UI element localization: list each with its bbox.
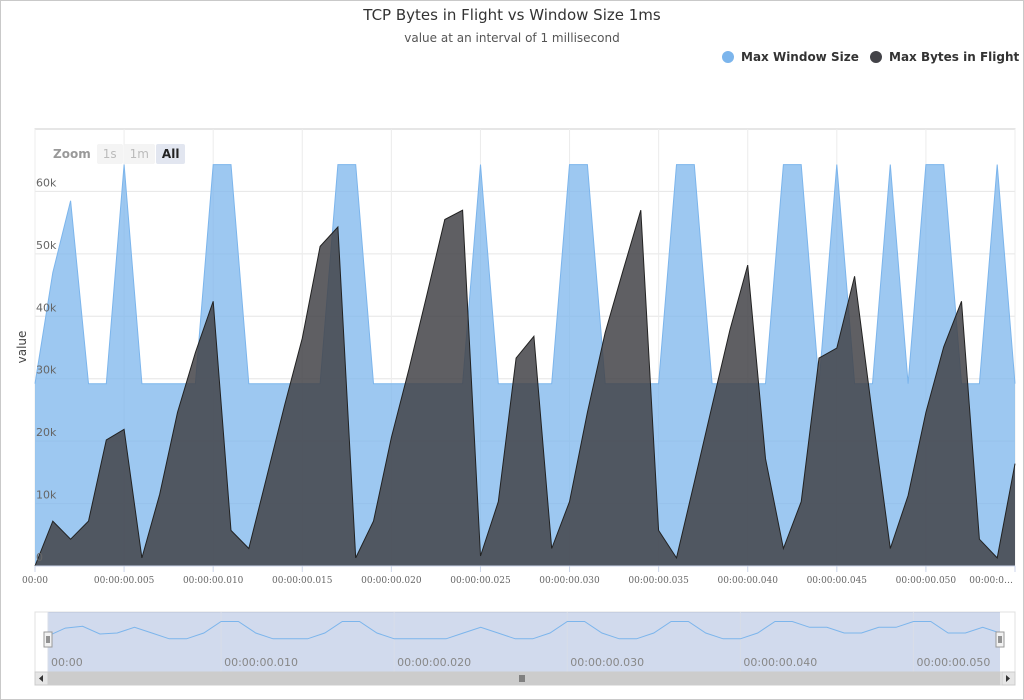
zoom-label: Zoom bbox=[53, 147, 91, 161]
navigator-tick-label: 00:00:00.040 bbox=[743, 656, 817, 669]
x-tick-label: 00:00:00.035 bbox=[628, 576, 689, 586]
navigator-tick-label: 00:00:00.010 bbox=[224, 656, 298, 669]
zoom-1s-button[interactable]: 1s bbox=[96, 144, 123, 164]
x-tick-label: 00:00:00.040 bbox=[717, 576, 778, 586]
legend-label: Max Window Size bbox=[741, 50, 859, 64]
legend-dot-icon bbox=[870, 51, 882, 63]
chart-title: TCP Bytes in Flight vs Window Size 1ms bbox=[363, 6, 661, 24]
navigator-tick-label: 00:00 bbox=[51, 656, 83, 669]
navigator-mask[interactable] bbox=[48, 612, 1000, 672]
series-area-max-bytes-in-flight-line bbox=[34, 209, 1016, 567]
zoom-all-button[interactable]: All bbox=[155, 144, 186, 164]
y-tick-label: 40k bbox=[36, 301, 57, 314]
navigator-background bbox=[34, 611, 1016, 673]
x-tick-label: 00:00:00.025 bbox=[450, 576, 511, 586]
navigator-left-handle[interactable] bbox=[43, 631, 53, 648]
zoom-1m-button[interactable]: 1m bbox=[123, 144, 155, 164]
y-axis-title: value bbox=[15, 331, 29, 364]
y-tick-label: 20k bbox=[36, 426, 57, 439]
y-tick-label: 0 bbox=[36, 551, 43, 564]
x-tick-label: 00:00:00.030 bbox=[539, 576, 600, 586]
x-tick-label: 00:00:00.045 bbox=[807, 576, 868, 586]
legend-item-max-window-size[interactable]: Max Window Size bbox=[722, 50, 859, 64]
scrollbar-right-arrow-button[interactable] bbox=[1001, 671, 1016, 686]
x-axis-ticks: 00:00 00:00:00.005 00:00:00.010 00:00:00.01… bbox=[22, 576, 1013, 586]
arrow-left-icon bbox=[39, 675, 43, 682]
y-axis-ticks: 0 10k 20k 30k 40k 50k 60k bbox=[36, 176, 57, 564]
navigator-tick-label: 00:00:00.020 bbox=[397, 656, 471, 669]
y-tick-label: 10k bbox=[36, 489, 57, 502]
x-tick-label: 00:00:0… bbox=[969, 576, 1013, 586]
series-areas bbox=[34, 164, 1016, 567]
legend-label: Max Bytes in Flight bbox=[889, 50, 1020, 64]
x-tick-label: 00:00:00.015 bbox=[272, 576, 333, 586]
y-tick-label: 60k bbox=[36, 176, 57, 189]
arrow-right-icon bbox=[1006, 675, 1010, 682]
y-tick-label: 50k bbox=[36, 239, 57, 252]
navigator-series-line bbox=[47, 621, 1001, 640]
x-tick-label: 00:00:00.010 bbox=[183, 576, 244, 586]
x-tick-label: 00:00:00.050 bbox=[896, 576, 957, 586]
legend-dot-icon bbox=[722, 51, 734, 63]
navigator-tick-label: 00:00:00.030 bbox=[570, 656, 644, 669]
y-tick-label: 30k bbox=[36, 364, 57, 377]
chart-subtitle: value at an interval of 1 millisecond bbox=[404, 31, 620, 45]
navigator-right-handle[interactable] bbox=[995, 631, 1005, 648]
navigator-tick-label: 00:00:00.050 bbox=[916, 656, 990, 669]
series-area-max-bytes-in-flight bbox=[35, 210, 1015, 566]
x-tick-label: 00:00:00.005 bbox=[94, 576, 155, 586]
scrollbar-grip-icon bbox=[519, 675, 525, 682]
range-selector: Zoom 1s 1m All bbox=[53, 144, 186, 164]
x-tick-label: 00:00:00.020 bbox=[361, 576, 422, 586]
scrollbar-left-arrow-button[interactable] bbox=[34, 671, 49, 686]
navigator-labels: 00:00 00:00:00.010 00:00:00.020 00:00:00.03… bbox=[51, 656, 990, 669]
legend-item-max-bytes-in-flight[interactable]: Max Bytes in Flight bbox=[870, 50, 1019, 64]
x-tick-label: 00:00 bbox=[22, 576, 48, 586]
